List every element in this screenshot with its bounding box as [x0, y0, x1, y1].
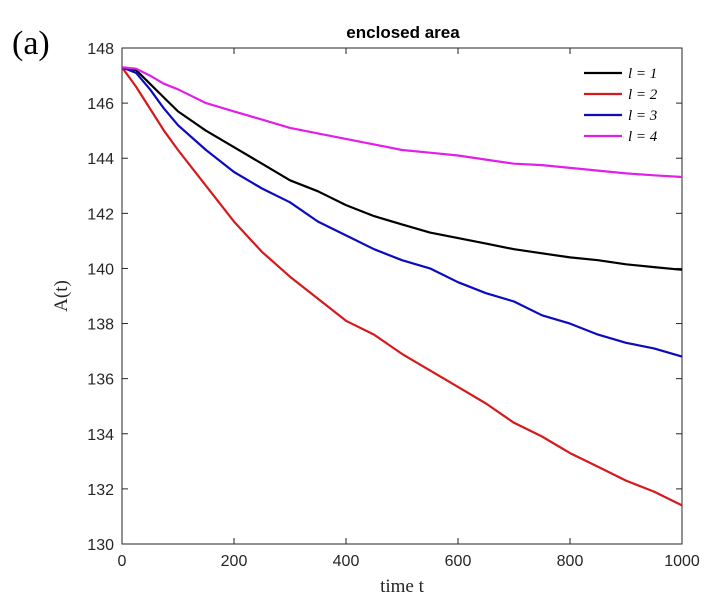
- chart-title: enclosed area: [346, 23, 460, 42]
- series-line-3: [121, 66, 683, 358]
- y-axis: 130 132 134 136 138 140 142 144 146 148: [87, 41, 682, 554]
- y-tick-label: 144: [87, 151, 114, 168]
- y-tick-label: 146: [87, 96, 114, 113]
- y-tick-label: 138: [87, 317, 114, 334]
- x-tick-label: 1000: [664, 553, 700, 570]
- x-tick-label: 800: [557, 553, 584, 570]
- legend-label-3: l = 3: [628, 108, 657, 124]
- panel-label: (a): [12, 25, 50, 62]
- y-tick-label: 140: [87, 261, 114, 278]
- legend-label-1: l = 1: [628, 66, 657, 82]
- y-axis-label: A(t): [51, 280, 72, 312]
- legend: l = 1 l = 2 l = 3 l = 4: [574, 58, 676, 150]
- y-tick-label: 132: [87, 482, 114, 499]
- y-tick-label: 130: [87, 537, 114, 554]
- x-axis: 0 200 400 600 800 1000: [118, 48, 700, 570]
- y-tick-label: 148: [87, 41, 114, 58]
- x-axis-label: time t: [380, 576, 425, 597]
- legend-label-4: l = 4: [628, 129, 658, 145]
- x-tick-label: 0: [118, 553, 127, 570]
- y-tick-label: 142: [87, 206, 114, 223]
- legend-label-2: l = 2: [628, 87, 658, 103]
- series-line-1: [121, 66, 683, 271]
- y-tick-label: 134: [87, 427, 114, 444]
- series-line-4: [121, 66, 683, 179]
- series-line-2: [121, 66, 683, 507]
- series-lines: [121, 66, 683, 507]
- x-tick-label: 400: [333, 553, 360, 570]
- x-tick-label: 600: [445, 553, 472, 570]
- x-tick-label: 200: [221, 553, 248, 570]
- y-tick-label: 136: [87, 372, 114, 389]
